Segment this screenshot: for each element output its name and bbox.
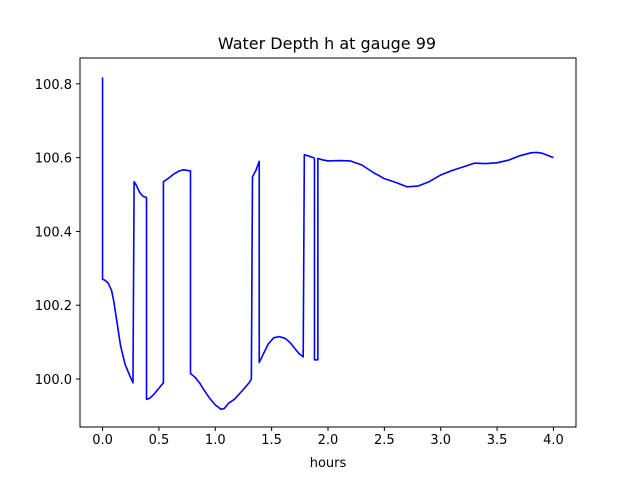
x-tick-label: 0.5 xyxy=(149,433,170,448)
y-tick-label: 100.0 xyxy=(35,373,72,388)
series-layer xyxy=(101,77,554,411)
x-tick-label: 4.0 xyxy=(543,433,564,448)
y-tick-label: 100.8 xyxy=(35,78,72,93)
chart-title: Water Depth h at gauge 99 xyxy=(218,34,436,53)
y-axis: 100.0 100.2 100.4 100.6 100.8 xyxy=(35,78,80,388)
y-tick-label: 100.2 xyxy=(35,299,72,314)
x-tick-label: 3.0 xyxy=(430,433,451,448)
x-axis: 0.0 0.5 1.0 1.5 2.0 2.5 3.0 3.5 4.0 xyxy=(92,427,564,448)
x-tick-label: 3.5 xyxy=(487,433,508,448)
x-tick-label: 2.0 xyxy=(318,433,339,448)
y-tick-label: 100.6 xyxy=(35,152,72,167)
x-axis-label: hours xyxy=(310,456,347,471)
x-tick-label: 1.5 xyxy=(261,433,282,448)
series-line-0 xyxy=(101,77,554,411)
y-tick-label: 100.4 xyxy=(35,225,72,240)
x-tick-label: 2.5 xyxy=(374,433,395,448)
x-tick-label: 1.0 xyxy=(205,433,226,448)
x-tick-label: 0.0 xyxy=(92,433,113,448)
